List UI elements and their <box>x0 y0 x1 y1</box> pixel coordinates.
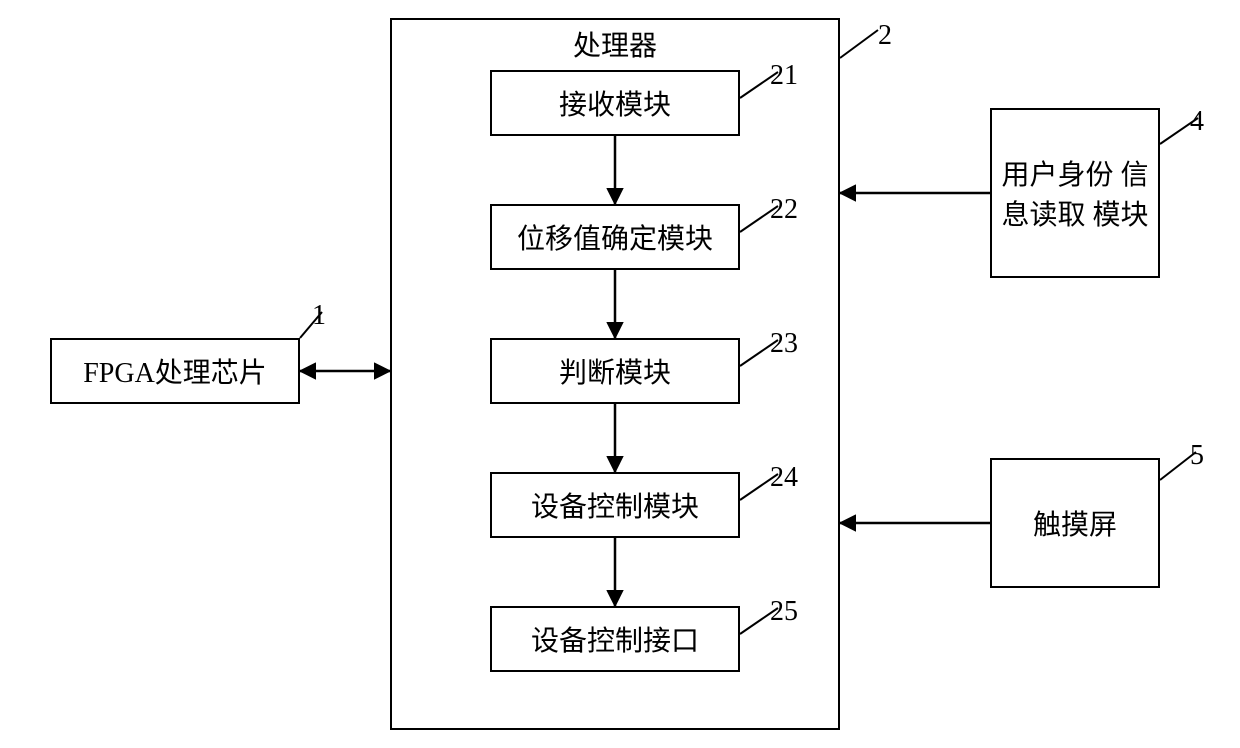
node-label: 用户身份 信息读取 模块 <box>992 153 1158 233</box>
ref-num-23: 23 <box>770 328 798 360</box>
node-judge-module: 判断模块 <box>490 338 740 404</box>
node-label: 设备控制接口 <box>531 619 699 659</box>
ref-num-4: 4 <box>1190 106 1204 138</box>
node-device-control-module: 设备控制模块 <box>490 472 740 538</box>
ref-num-1: 1 <box>312 300 326 332</box>
ref-num-22: 22 <box>770 194 798 226</box>
node-label: 接收模块 <box>559 83 671 123</box>
node-label: 位移值确定模块 <box>517 217 713 257</box>
node-label: FPGA处理芯片 <box>83 351 267 391</box>
ref-num-5: 5 <box>1190 440 1204 472</box>
node-processor-title: 处理器 <box>390 24 840 64</box>
node-fpga-chip: FPGA处理芯片 <box>50 338 300 404</box>
ref-num-24: 24 <box>770 462 798 494</box>
node-label: 判断模块 <box>559 351 671 391</box>
node-displacement-module: 位移值确定模块 <box>490 204 740 270</box>
node-device-control-interface: 设备控制接口 <box>490 606 740 672</box>
node-label: 触摸屏 <box>1033 503 1117 543</box>
ref-num-21: 21 <box>770 60 798 92</box>
ref-num-2: 2 <box>878 20 892 52</box>
node-receive-module: 接收模块 <box>490 70 740 136</box>
node-user-identity-reader: 用户身份 信息读取 模块 <box>990 108 1160 278</box>
ref-num-25: 25 <box>770 596 798 628</box>
node-label: 设备控制模块 <box>531 485 699 525</box>
node-touch-screen: 触摸屏 <box>990 458 1160 588</box>
diagram-stage: 处理器 接收模块 位移值确定模块 判断模块 设备控制模块 设备控制接口 FPGA… <box>0 0 1240 748</box>
